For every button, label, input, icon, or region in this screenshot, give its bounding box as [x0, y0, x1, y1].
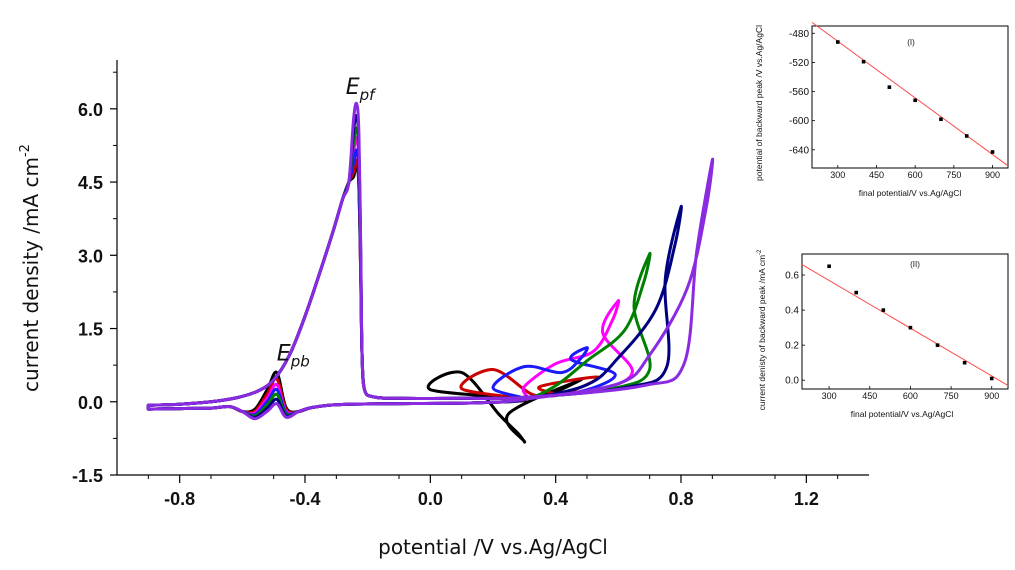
- inset-data-point: [827, 264, 831, 269]
- inset-2-label: (II): [910, 260, 920, 269]
- inset-x-tick-label: 900: [984, 391, 999, 401]
- main-x-tick-label: -0.8: [164, 489, 195, 509]
- inset-x-tick-label: 750: [946, 170, 961, 180]
- inset-y-tick-label: 0.6: [785, 271, 799, 282]
- main-x-tick-label: 1.2: [794, 489, 819, 509]
- inset-y-tick-label: 0.4: [785, 306, 799, 317]
- main-y-tick-label: 6.0: [78, 100, 103, 120]
- inset-x-tick-label: 600: [908, 170, 923, 180]
- main-y-axis-title-sup: -2: [18, 144, 33, 157]
- main-y-axis-title: current density /mA cm-2: [18, 144, 43, 392]
- inset-data-point: [964, 134, 969, 138]
- inset-data-point: [935, 343, 940, 347]
- inset-2-y-axis-title: current denisty of backward peak /mA cm-…: [757, 249, 767, 410]
- inset-x-tick-label: 300: [830, 170, 845, 180]
- inset-y-tick-label: -640: [789, 145, 809, 156]
- inset-data-point: [881, 308, 886, 312]
- peak-annotation-sub: pb: [290, 352, 310, 370]
- inset-x-tick-label: 600: [903, 391, 918, 401]
- peak-annotation: Epb: [277, 341, 310, 370]
- cv-series-line: [146, 101, 715, 421]
- inset-y-tick-label: -560: [789, 87, 809, 98]
- cv-series-line: [146, 158, 600, 415]
- inset-2-y-axis-title-sup: -2: [757, 249, 763, 255]
- main-x-axis-title: potential /V vs.Ag/AgCl: [378, 535, 608, 559]
- inset-chart-1: 300 450 600 750 900-480-520-560-600-640 (I) …: [754, 21, 1009, 198]
- inset-fit-line: [801, 264, 1009, 386]
- main-y-tick-label: 0.0: [78, 393, 103, 413]
- main-x-tick-label: 0.0: [418, 489, 443, 509]
- inset-2-y-axis-title-text: current denisty of backward peak /mA cm: [757, 255, 767, 410]
- main-x-tick-label: -0.4: [289, 489, 320, 509]
- inset-x-tick-label: 450: [862, 391, 877, 401]
- inset-x-tick-label: 450: [869, 170, 884, 180]
- inset-frame: [811, 25, 1009, 169]
- main-y-tick-label: 1.5: [78, 320, 103, 340]
- main-y-axis-title-text: current density /mA cm: [19, 157, 43, 392]
- inset-2-x-axis-title: final potential/V vs.Ag/AgCl: [851, 409, 954, 419]
- inset-data-point: [962, 360, 967, 365]
- inset-chart-2: 300 450 600 750 900 0.0 0.2 0.4 0.6 (II) final p…: [757, 249, 1009, 419]
- inset-frame: [801, 253, 1009, 390]
- inset-y-tick-label: 0.0: [785, 376, 799, 387]
- inset-2-body: 300 450 600 750 900 0.0 0.2 0.4 0.6: [785, 253, 1009, 401]
- inset-1-y-axis-title: potential of backward peak /V vs.Ag/AgCl: [754, 25, 764, 181]
- inset-x-tick-label: 900: [985, 170, 1000, 180]
- inset-fit-line: [811, 21, 1009, 167]
- inset-y-tick-label: -600: [789, 116, 809, 127]
- main-y-tick-label: -1.5: [72, 466, 103, 486]
- inset-x-tick-label: 750: [944, 391, 959, 401]
- inset-1-body: 300 450 600 750 900 -480 -520 -560 -600 -640: [789, 21, 1009, 180]
- cv-series-line: [146, 148, 617, 417]
- cv-series-line: [146, 114, 683, 419]
- inset-1-x-axis-title: final potential/V vs.Ag/AgCl: [859, 188, 962, 198]
- inset-y-tick-label: -480: [789, 29, 809, 40]
- inset-y-tick-label: 0.2: [785, 341, 799, 352]
- main-y-ticks: -1.5 0.0 1.5 3.0 4.5 6.0: [72, 71, 117, 486]
- inset-y-tick-label: -520: [789, 58, 809, 69]
- inset-data-point: [939, 117, 943, 122]
- cv-series-line: [146, 126, 652, 418]
- main-x-tick-label: 0.8: [668, 489, 693, 509]
- inset-x-tick-label: 300: [822, 391, 837, 401]
- inset-data-point: [887, 85, 892, 89]
- main-x-tick-label: 0.4: [543, 489, 568, 509]
- inset-data-point: [989, 376, 994, 381]
- cv-curves: [146, 101, 715, 444]
- inset-data-point: [990, 150, 995, 154]
- main-y-tick-label: 3.0: [78, 246, 103, 266]
- inset-data-point: [908, 325, 913, 330]
- peak-annotation: Epf: [346, 75, 377, 104]
- main-cv-chart: -0.8 -0.4 0.0 0.4 0.8 1.2 -1.5 0.0 1.5 3.0 4.5 6.0…: [18, 60, 869, 559]
- peak-annotation-main: E: [277, 341, 291, 366]
- inset-1-label: (I): [907, 38, 915, 47]
- inset-data-point: [861, 59, 866, 64]
- peak-annotation-main: E: [346, 75, 360, 100]
- peak-annotation-sub: pf: [359, 86, 378, 104]
- inset-data-point: [913, 98, 917, 103]
- inset-data-point: [854, 290, 859, 295]
- inset-data-point: [835, 40, 840, 44]
- main-y-tick-label: 4.5: [78, 173, 103, 193]
- main-x-ticks: -0.8 -0.4 0.0 0.4 0.8 1.2: [147, 475, 839, 509]
